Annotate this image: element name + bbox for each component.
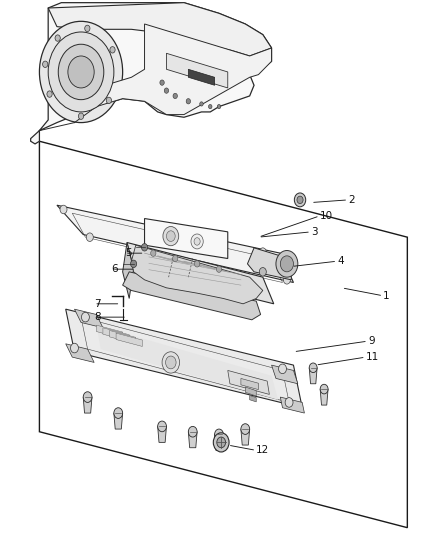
Circle shape xyxy=(194,238,200,245)
Text: 4: 4 xyxy=(337,256,344,266)
Circle shape xyxy=(158,421,166,432)
Text: 6: 6 xyxy=(112,264,118,274)
Text: 12: 12 xyxy=(256,446,269,455)
Text: 7: 7 xyxy=(94,299,101,309)
Circle shape xyxy=(106,97,112,103)
Circle shape xyxy=(208,104,212,109)
Polygon shape xyxy=(309,368,317,384)
Polygon shape xyxy=(57,205,293,282)
Circle shape xyxy=(186,99,191,104)
Polygon shape xyxy=(145,219,228,259)
Polygon shape xyxy=(272,365,298,384)
Circle shape xyxy=(276,251,298,277)
Circle shape xyxy=(163,227,179,246)
Polygon shape xyxy=(188,69,215,85)
Circle shape xyxy=(283,276,290,284)
Circle shape xyxy=(58,44,104,100)
Circle shape xyxy=(110,47,115,53)
Polygon shape xyxy=(96,24,272,115)
Polygon shape xyxy=(110,330,136,344)
Polygon shape xyxy=(280,397,304,413)
Circle shape xyxy=(166,231,175,241)
Polygon shape xyxy=(96,325,123,338)
Circle shape xyxy=(285,398,293,407)
Circle shape xyxy=(78,113,84,119)
Circle shape xyxy=(42,61,48,68)
Polygon shape xyxy=(66,309,302,408)
Polygon shape xyxy=(127,243,274,304)
Text: 1: 1 xyxy=(383,291,390,301)
Polygon shape xyxy=(241,378,258,390)
Circle shape xyxy=(217,437,226,448)
Circle shape xyxy=(39,21,123,123)
Circle shape xyxy=(173,255,178,262)
Polygon shape xyxy=(215,434,223,450)
Circle shape xyxy=(164,88,169,93)
Polygon shape xyxy=(123,243,134,298)
Circle shape xyxy=(259,248,266,256)
Circle shape xyxy=(86,233,93,241)
Circle shape xyxy=(48,32,114,112)
Text: 10: 10 xyxy=(320,211,333,221)
Polygon shape xyxy=(131,245,263,304)
Circle shape xyxy=(55,35,60,41)
Text: 8: 8 xyxy=(94,312,101,322)
Circle shape xyxy=(71,343,78,353)
Polygon shape xyxy=(250,395,256,402)
Circle shape xyxy=(83,392,92,402)
Circle shape xyxy=(162,352,180,373)
Circle shape xyxy=(259,268,266,276)
Text: 2: 2 xyxy=(348,195,355,205)
Circle shape xyxy=(279,364,286,374)
Circle shape xyxy=(216,266,222,272)
Text: 5: 5 xyxy=(125,248,131,258)
Polygon shape xyxy=(166,53,228,88)
Circle shape xyxy=(47,91,52,97)
Circle shape xyxy=(294,193,306,207)
Polygon shape xyxy=(48,3,272,56)
Polygon shape xyxy=(228,370,269,394)
Circle shape xyxy=(141,244,148,251)
Circle shape xyxy=(217,104,221,109)
Polygon shape xyxy=(66,344,94,362)
Circle shape xyxy=(213,433,229,452)
Circle shape xyxy=(114,408,123,418)
Polygon shape xyxy=(241,429,250,445)
Circle shape xyxy=(85,25,90,31)
Circle shape xyxy=(81,312,89,322)
Circle shape xyxy=(297,196,303,204)
Polygon shape xyxy=(245,387,256,396)
Circle shape xyxy=(151,250,156,256)
Circle shape xyxy=(280,256,293,272)
Circle shape xyxy=(68,56,94,88)
Circle shape xyxy=(241,424,250,434)
Polygon shape xyxy=(96,325,278,400)
Circle shape xyxy=(166,356,176,369)
Polygon shape xyxy=(103,328,129,341)
Polygon shape xyxy=(116,333,142,346)
Text: 3: 3 xyxy=(311,227,318,237)
Circle shape xyxy=(194,261,200,267)
Polygon shape xyxy=(74,309,103,328)
Polygon shape xyxy=(188,432,197,448)
Polygon shape xyxy=(31,3,272,144)
Circle shape xyxy=(309,363,317,373)
Polygon shape xyxy=(247,248,291,280)
Circle shape xyxy=(173,93,177,99)
Circle shape xyxy=(200,102,203,106)
Circle shape xyxy=(60,205,67,214)
Circle shape xyxy=(191,234,203,249)
Circle shape xyxy=(131,260,137,268)
Polygon shape xyxy=(83,397,92,413)
Polygon shape xyxy=(320,389,328,405)
Polygon shape xyxy=(114,413,123,429)
Polygon shape xyxy=(158,426,166,442)
Circle shape xyxy=(215,429,223,440)
Polygon shape xyxy=(123,272,261,320)
Circle shape xyxy=(160,80,164,85)
Text: 11: 11 xyxy=(366,352,379,362)
Circle shape xyxy=(188,426,197,437)
Circle shape xyxy=(320,384,328,394)
Text: 9: 9 xyxy=(368,336,374,346)
